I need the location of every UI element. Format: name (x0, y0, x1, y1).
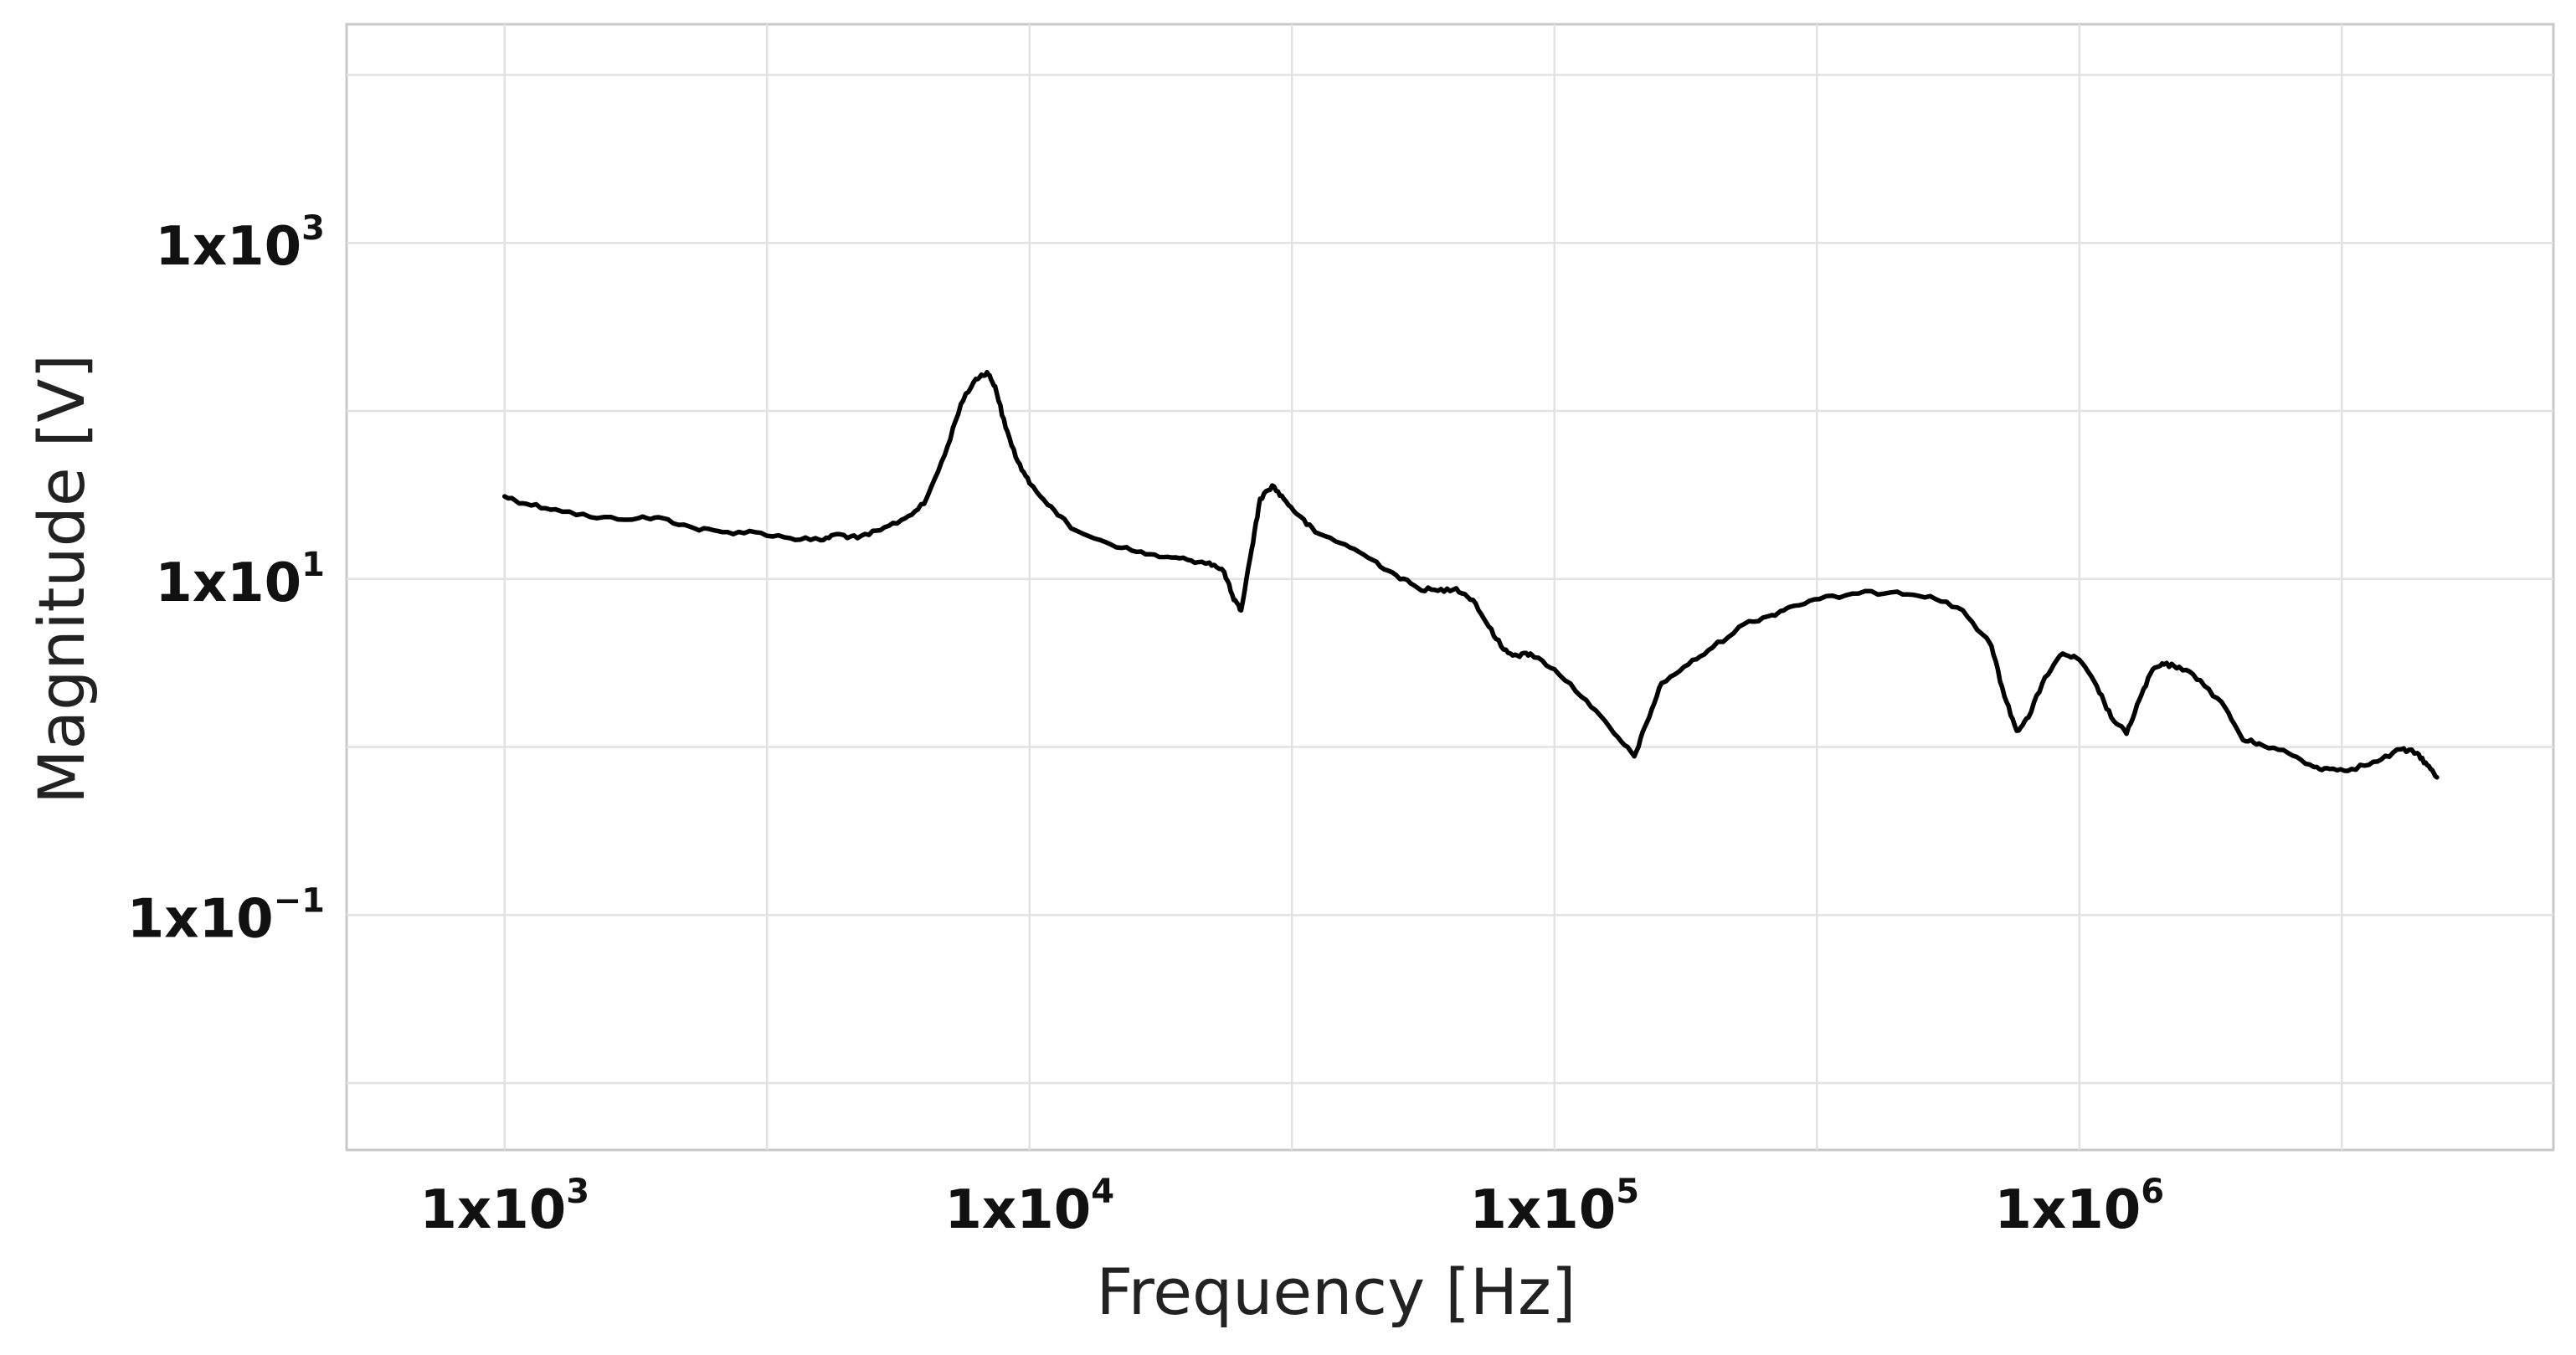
x-tick-label: 1x103 (419, 1173, 589, 1241)
series-line (501, 369, 2440, 780)
series-layer (501, 369, 2440, 780)
x-axis-ticks: 1x103 1x104 1x105 1x106 (419, 1173, 2164, 1241)
y-axis-label: Magnitude [V] (24, 354, 99, 804)
grid-lines (347, 24, 2553, 1150)
x-tick-label: 1x104 (944, 1173, 1114, 1241)
x-tick-label: 1x106 (1994, 1173, 2164, 1241)
y-tick-label: 1x103 (155, 209, 325, 278)
y-axis-ticks: 1x10−1 1x101 1x103 (127, 209, 325, 950)
x-tick-label: 1x105 (1469, 1173, 1639, 1241)
y-tick-label: 1x10−1 (127, 881, 325, 950)
plot-area (345, 23, 2555, 1152)
x-axis-label: Frequency [Hz] (1096, 1255, 1576, 1329)
y-tick-label: 1x101 (155, 546, 325, 614)
